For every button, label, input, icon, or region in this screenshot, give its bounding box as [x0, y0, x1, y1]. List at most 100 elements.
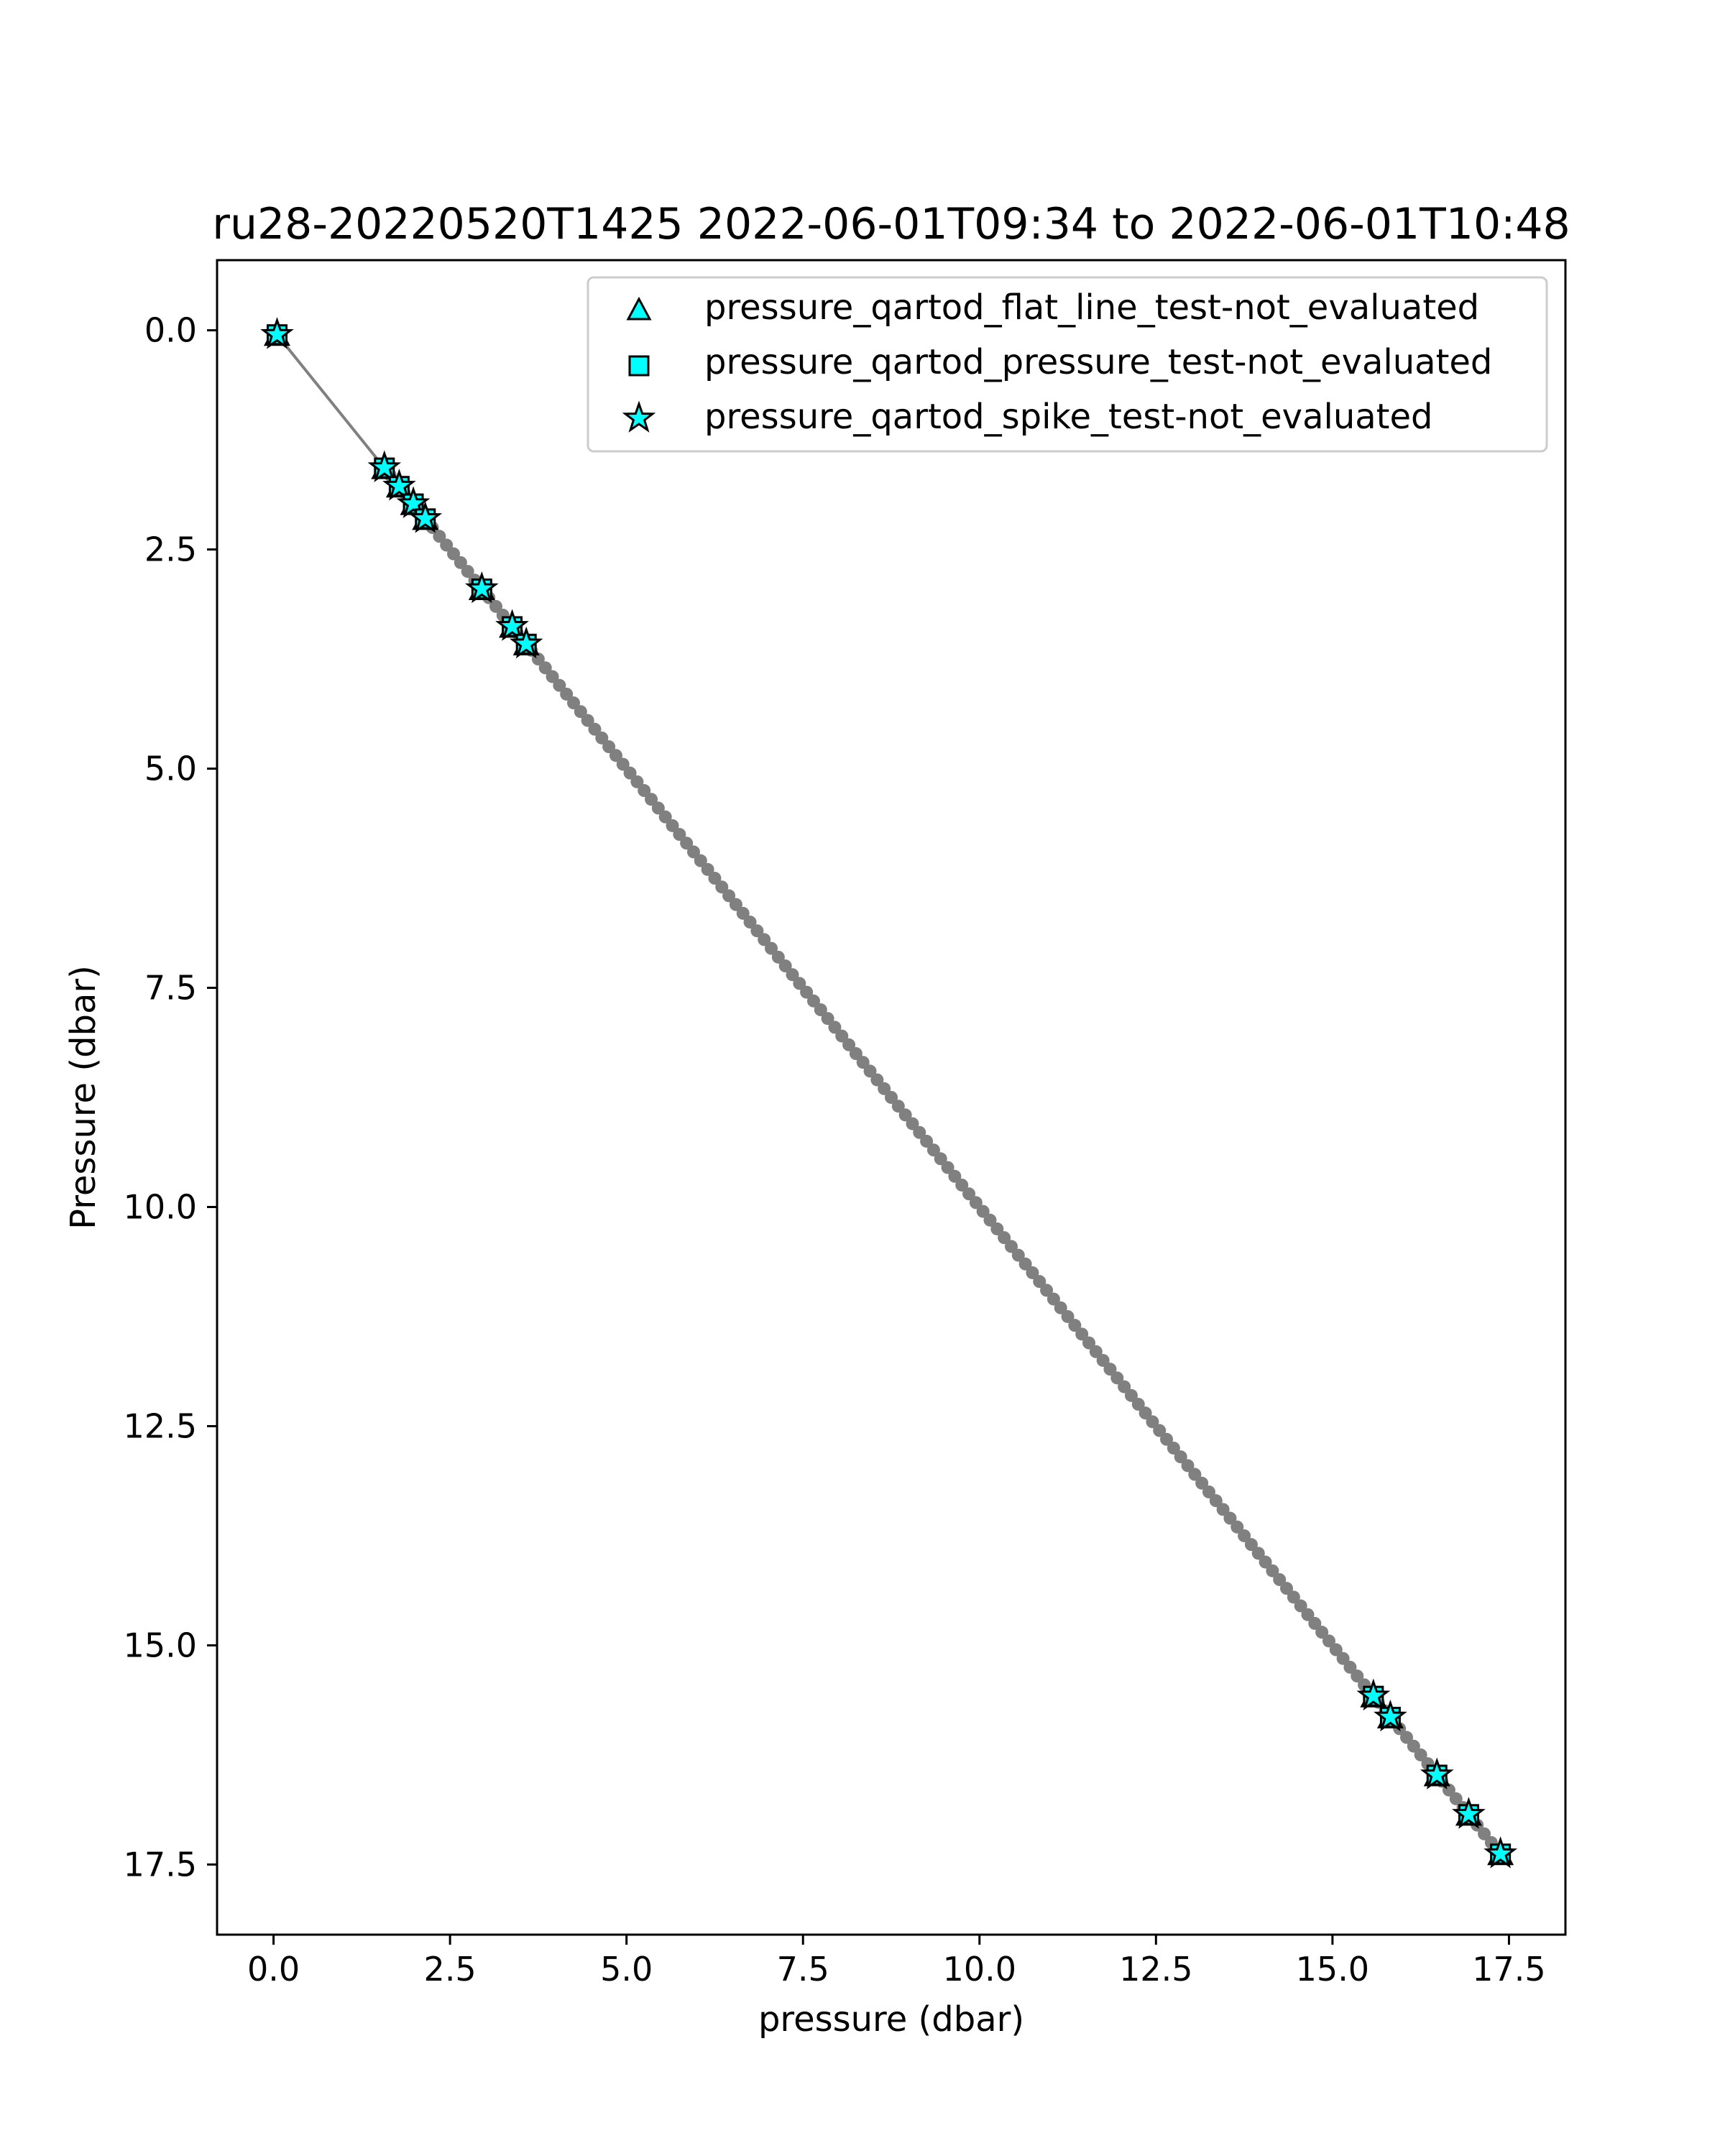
- legend-pressure-marker: [628, 355, 650, 377]
- profile-point: [694, 854, 707, 867]
- profile-point: [1082, 1336, 1096, 1350]
- profile-point: [1004, 1240, 1018, 1253]
- y-tick-label: 17.5: [124, 1845, 197, 1884]
- profile-point: [1167, 1441, 1180, 1455]
- profile-point: [616, 757, 630, 771]
- profile-point: [1351, 1669, 1364, 1683]
- profile-point: [609, 749, 622, 763]
- profile-point: [891, 1100, 905, 1113]
- x-tick-label: 2.5: [424, 1950, 477, 1989]
- y-tick-label: 2.5: [144, 530, 197, 569]
- profile-point: [1287, 1590, 1300, 1604]
- flagged-point: [1484, 1836, 1518, 1869]
- spike-test-marker: [464, 571, 499, 604]
- legend-spike-marker: [622, 400, 656, 433]
- y-tick-label: 15.0: [124, 1626, 197, 1664]
- legend-label-pressure: pressure_qartod_pressure_test-not_evalua…: [704, 342, 1492, 382]
- profile-point: [1223, 1511, 1237, 1525]
- profile-point: [1209, 1494, 1223, 1508]
- x-tick-label: 10.0: [943, 1950, 1016, 1989]
- flagged-point: [408, 501, 443, 533]
- profile-point: [1478, 1827, 1491, 1841]
- profile-point: [1202, 1485, 1215, 1498]
- profile-point: [1294, 1599, 1307, 1613]
- profile-point: [1273, 1572, 1287, 1586]
- y-axis-label: Pressure (dbar): [63, 965, 104, 1230]
- profile-point: [454, 556, 467, 569]
- profile-point: [778, 959, 792, 973]
- y-axis: 0.0 2.5 5.0 7.5 10.0 12.5 15.0 17.5: [124, 311, 217, 1884]
- profile-point: [1216, 1503, 1230, 1516]
- profile-point: [1329, 1643, 1343, 1657]
- profile-point: [835, 1029, 849, 1043]
- profile-point: [990, 1222, 1004, 1235]
- profile-point: [1414, 1748, 1427, 1761]
- profile-point: [1266, 1564, 1279, 1577]
- profile-point: [1011, 1248, 1025, 1262]
- star-marker-icon: [622, 400, 656, 433]
- profile-point: [1131, 1397, 1145, 1411]
- profile-point: [440, 538, 454, 552]
- flagged-point: [382, 469, 416, 501]
- profile-point: [630, 775, 644, 788]
- profile-point: [1146, 1415, 1159, 1429]
- profile-point: [1124, 1388, 1138, 1402]
- profile-point: [1251, 1547, 1265, 1560]
- plot-area: [216, 259, 1567, 1936]
- profile-point: [1153, 1424, 1167, 1437]
- profile-point: [722, 889, 736, 903]
- spike-test-marker: [1420, 1757, 1454, 1789]
- flagged-point: [509, 626, 543, 659]
- profile-point: [1259, 1555, 1272, 1569]
- profile-point: [771, 950, 785, 964]
- spike-test-marker: [382, 469, 416, 501]
- profile-point: [686, 845, 700, 859]
- profile-point: [878, 1082, 891, 1095]
- profile-point: [708, 872, 722, 885]
- profile-point: [658, 810, 672, 824]
- profile-point: [461, 565, 474, 579]
- y-tick-label: 7.5: [144, 969, 197, 1008]
- profile-point: [433, 530, 446, 543]
- flagged-point: [1420, 1757, 1454, 1789]
- profile-point: [602, 740, 616, 754]
- x-tick-label: 17.5: [1472, 1950, 1545, 1989]
- x-tick-label: 0.0: [247, 1950, 300, 1989]
- profile-point: [786, 968, 799, 982]
- spike-test-marker: [396, 486, 431, 519]
- x-tick-label: 15.0: [1296, 1950, 1369, 1989]
- profile-point: [1096, 1353, 1110, 1367]
- profile-point: [1174, 1450, 1187, 1464]
- profile-point: [856, 1056, 870, 1069]
- y-tick-label: 10.0: [124, 1187, 197, 1226]
- profile-point: [1238, 1529, 1251, 1542]
- profile-point: [814, 1003, 827, 1017]
- profile-point: [1322, 1634, 1335, 1648]
- profile-point: [1181, 1459, 1195, 1473]
- profile-point: [1280, 1582, 1294, 1595]
- spike-test-marker: [260, 317, 294, 349]
- data-layer: [260, 317, 1518, 1869]
- profile-point: [926, 1143, 940, 1157]
- profile-point: [1308, 1616, 1322, 1630]
- profile-point: [885, 1091, 898, 1104]
- profile-point: [913, 1125, 926, 1139]
- profile-point: [758, 933, 771, 946]
- spike-test-marker: [1484, 1836, 1518, 1869]
- x-tick-label: 5.0: [600, 1950, 653, 1989]
- profile-point: [1089, 1345, 1103, 1358]
- profile-point: [574, 705, 587, 719]
- flagged-point: [1356, 1678, 1391, 1711]
- profile-point: [1046, 1292, 1060, 1306]
- profile-point: [736, 906, 750, 920]
- profile-point: [1400, 1731, 1414, 1744]
- profile-point: [447, 547, 461, 561]
- profile-point: [934, 1152, 947, 1166]
- spike-test-marker: [367, 450, 402, 483]
- square-marker-icon: [628, 355, 650, 377]
- profile-point: [898, 1108, 912, 1122]
- profile-point: [595, 731, 609, 745]
- profile-point: [800, 985, 814, 999]
- profile-point: [983, 1213, 997, 1227]
